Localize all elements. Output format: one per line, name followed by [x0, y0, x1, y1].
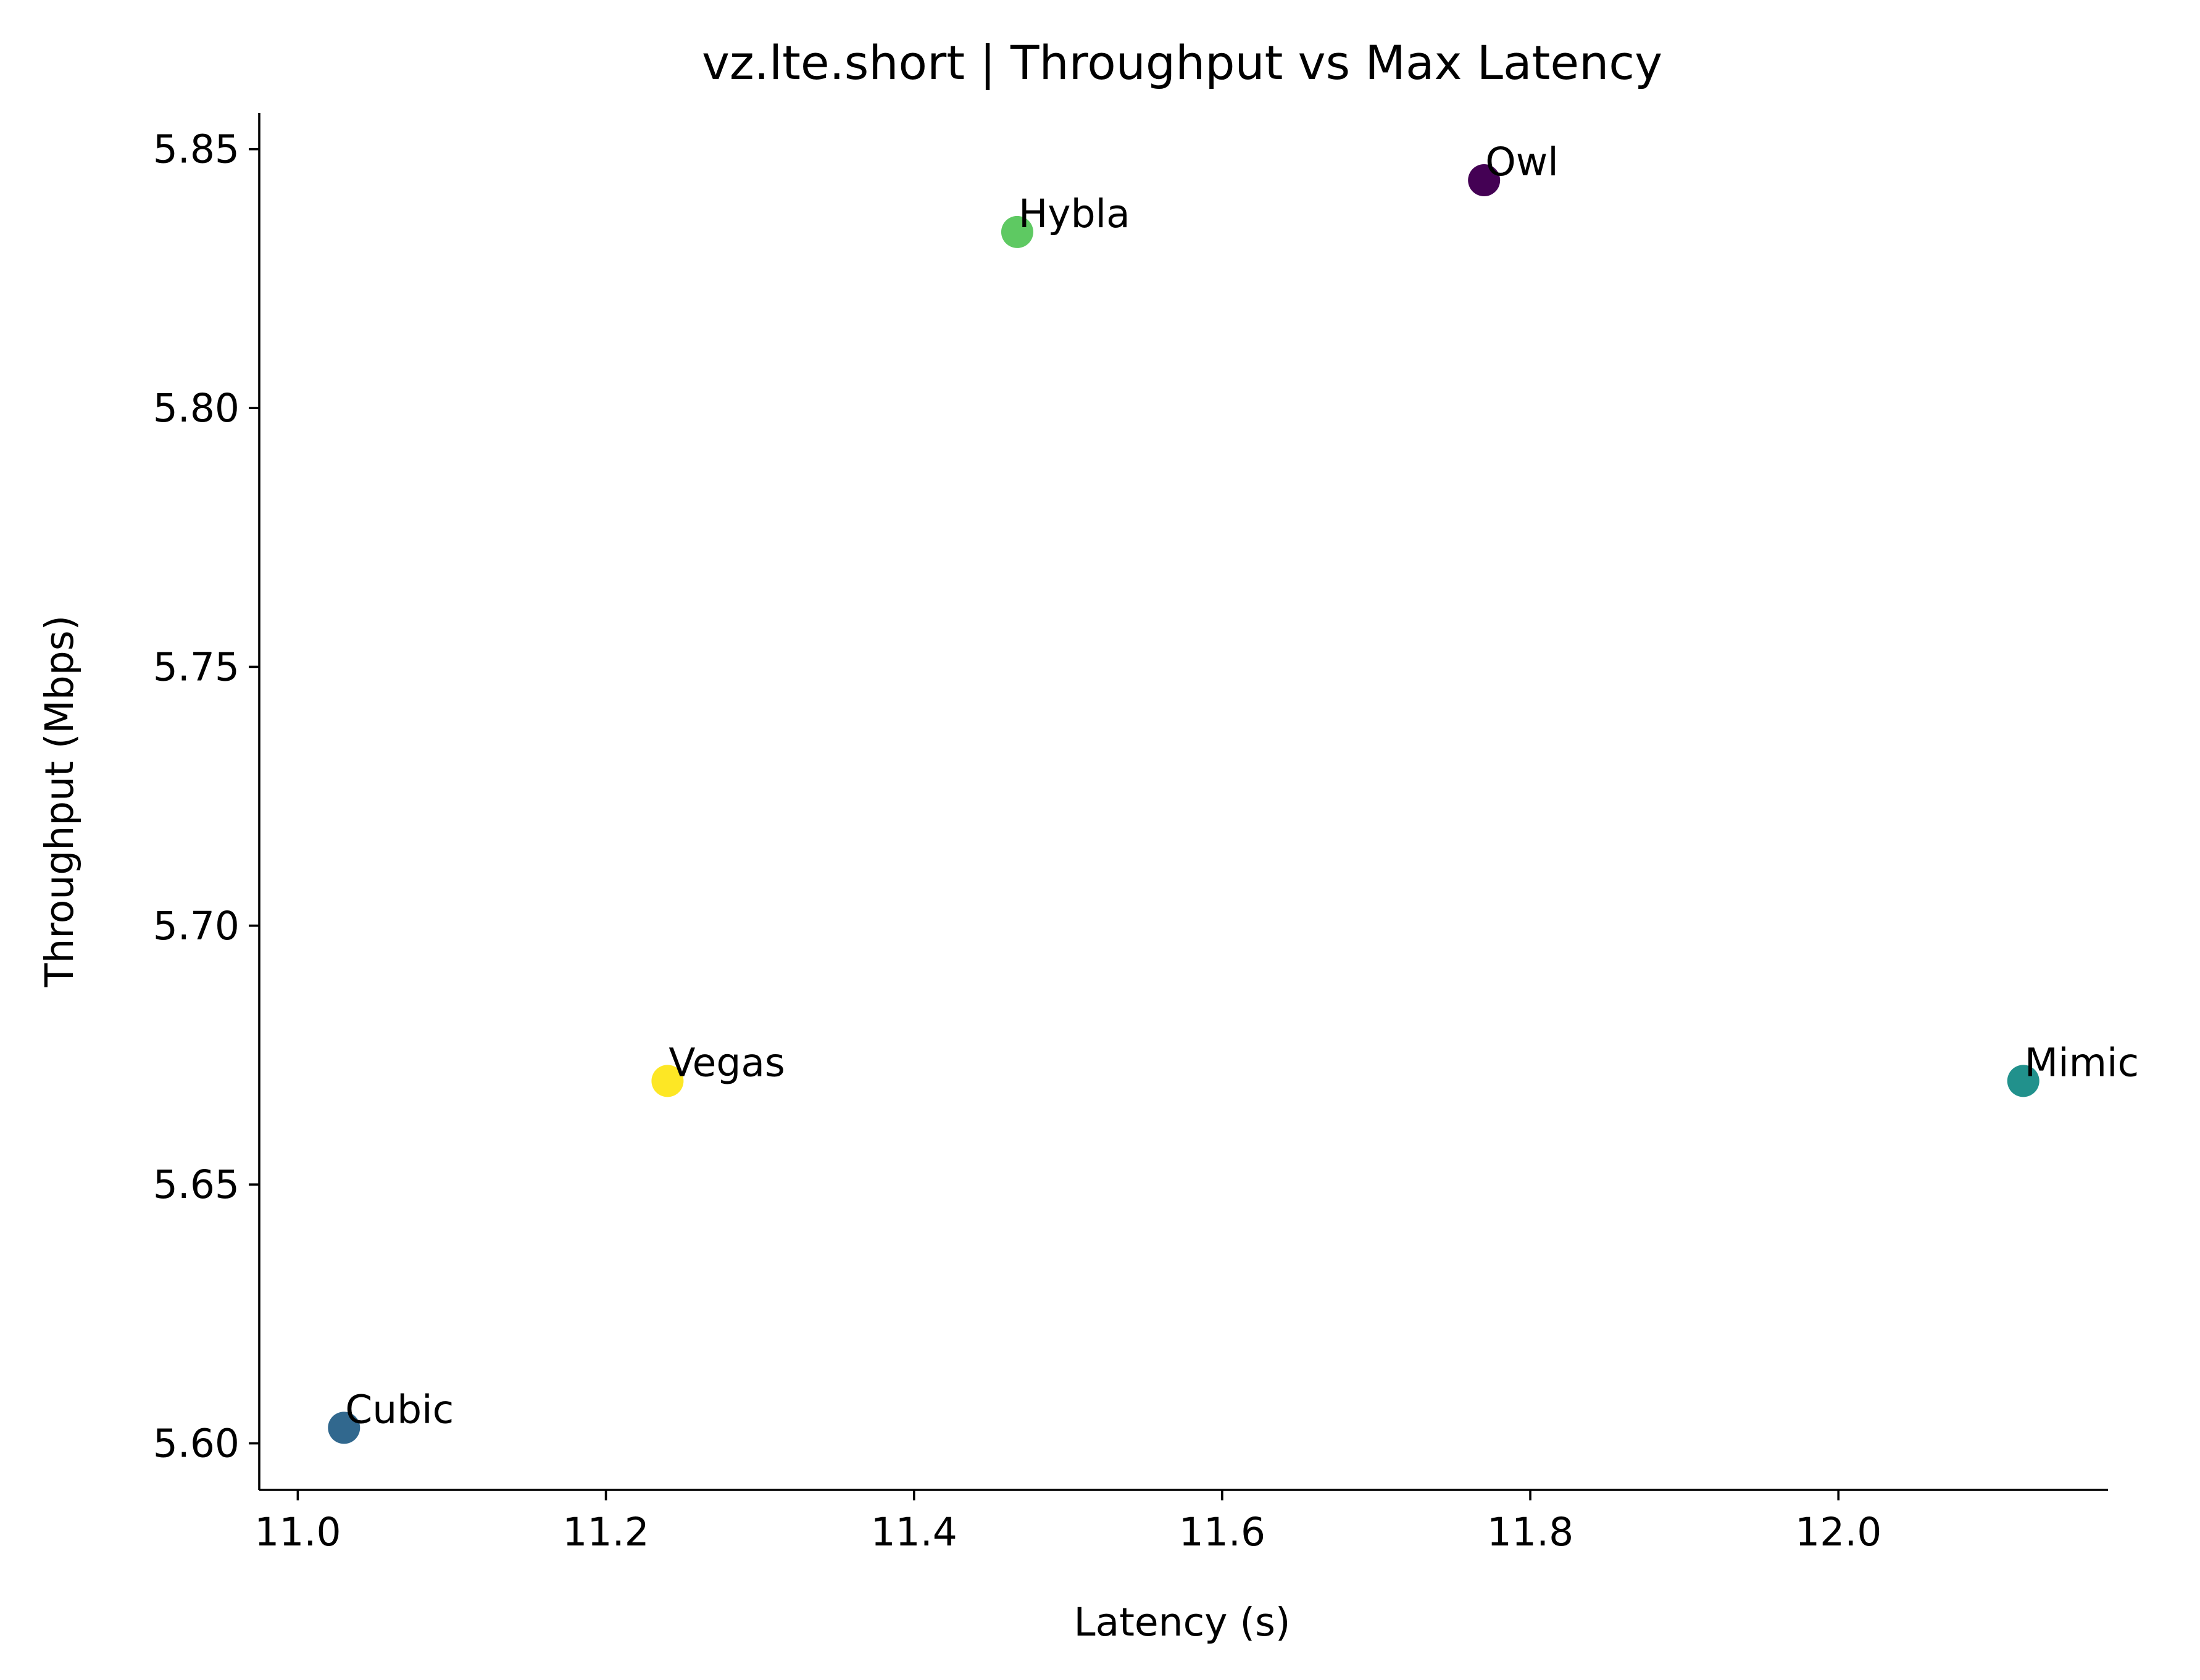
y-tick-label: 5.70 — [153, 904, 240, 949]
point-label: Mimic — [2025, 1040, 2139, 1085]
chart-title: vz.lte.short | Throughput vs Max Latency — [702, 35, 1662, 91]
x-tick-label: 11.6 — [1179, 1510, 1265, 1555]
x-tick-label: 11.2 — [562, 1510, 649, 1555]
y-tick-label: 5.75 — [153, 644, 240, 689]
point-label: Hybla — [1019, 191, 1130, 236]
y-tick-label: 5.80 — [153, 386, 240, 431]
plot-area: 11.0 11.2 11.4 11.6 11.8 12.0 5.60 5.65 5.70 5.75… — [153, 113, 2139, 1555]
y-tick-label: 5.85 — [153, 127, 240, 172]
point-label: Cubic — [345, 1387, 454, 1432]
y-tick-label: 5.65 — [153, 1162, 240, 1207]
data-point — [1001, 215, 1033, 248]
x-tick-label: 11.8 — [1487, 1510, 1573, 1555]
point-label: Vegas — [669, 1040, 785, 1085]
data-point — [2007, 1065, 2040, 1097]
x-axis-title: Latency (s) — [1073, 1600, 1290, 1645]
x-tick-label: 11.4 — [871, 1510, 957, 1555]
x-tick-label: 11.0 — [254, 1510, 341, 1555]
data-point — [328, 1412, 360, 1444]
y-axis-title: Throughput (Mbps) — [37, 615, 82, 988]
data-point — [1468, 164, 1501, 197]
data-point — [651, 1065, 684, 1097]
x-tick-label: 12.0 — [1795, 1510, 1881, 1555]
point-label: Owl — [1485, 139, 1559, 185]
y-tick-label: 5.60 — [153, 1421, 240, 1466]
